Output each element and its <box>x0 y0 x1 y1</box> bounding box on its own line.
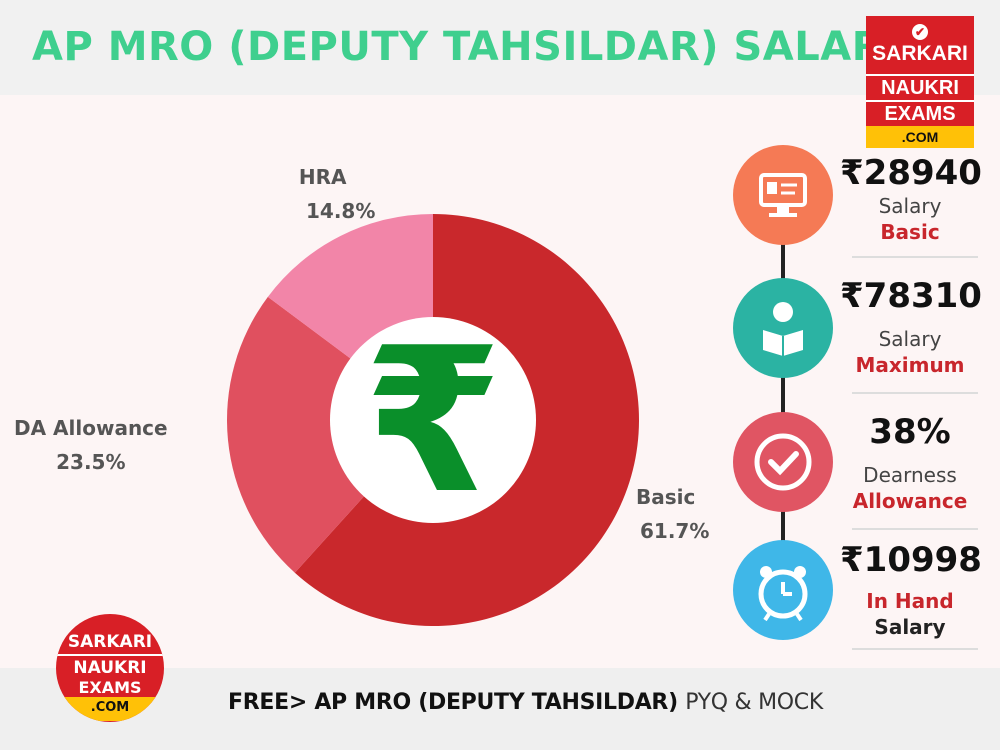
divider <box>852 648 978 650</box>
info-basic-line2: Basic <box>880 220 940 244</box>
logo-line3: EXAMS <box>866 100 974 126</box>
info-max-value: ₹78310 <box>840 276 982 316</box>
footer-bar[interactable]: FREE> AP MRO (DEPUTY TAHSILDAR) PYQ & MO… <box>0 668 1000 750</box>
slice-label-hra: HRA 14.8% <box>270 160 376 228</box>
info-da: 38% Dearness Allowance <box>840 412 980 514</box>
logo-bottom-line4: .COM <box>56 697 164 721</box>
info-basic: ₹28940 Salary Basic <box>840 153 982 245</box>
slice-value-hra: 14.8% <box>306 199 376 223</box>
info-da-line1: Dearness <box>863 463 957 487</box>
rupee-symbol: ₹ <box>363 305 502 538</box>
slice-name-hra: HRA <box>298 165 347 189</box>
slice-value-da: 23.5% <box>56 450 126 474</box>
info-da-value: 38% <box>869 412 951 452</box>
logo-top-upper: ✔ SARKARI <box>866 16 974 74</box>
footer-tail-text: PYQ & MOCK <box>685 690 823 715</box>
logo-line1: SARKARI <box>872 42 968 65</box>
salary-donut-chart: ₹ <box>226 214 639 626</box>
footer-main-text: FREE> AP MRO (DEPUTY TAHSILDAR) <box>228 690 678 715</box>
slice-label-da: DA Allowance 23.5% <box>14 411 168 479</box>
slice-name-basic: Basic <box>636 485 696 509</box>
info-inhand-value: ₹10998 <box>840 540 982 580</box>
logo-line2: NAUKRI <box>866 74 974 100</box>
timeline-connector <box>781 240 785 560</box>
divider <box>852 528 978 530</box>
slice-name-da: DA Allowance <box>14 416 168 440</box>
slice-value-basic: 61.7% <box>640 519 710 543</box>
info-max-line1: Salary <box>878 327 942 351</box>
donut-center <box>330 317 536 523</box>
info-inhand-line2: Salary <box>874 615 946 639</box>
logo-line4: .COM <box>866 126 974 148</box>
site-logo-top[interactable]: ✔ SARKARI NAUKRI EXAMS .COM <box>866 16 974 148</box>
info-basic-value: ₹28940 <box>840 153 982 193</box>
reading-person-icon <box>733 278 833 378</box>
header-bar: AP MRO (DEPUTY TAHSILDAR) SALARY <box>0 0 1000 95</box>
info-inhand: ₹10998 In Hand Salary <box>840 540 982 640</box>
divider <box>852 392 978 394</box>
logo-bottom-line2: NAUKRI <box>56 654 164 678</box>
info-max-line2: Maximum <box>855 353 965 377</box>
logo-bottom-line3: EXAMS <box>78 678 142 697</box>
logo-bottom-line1: SARKARI <box>67 632 153 652</box>
info-max: ₹78310 Salary Maximum <box>840 276 982 378</box>
page-title: AP MRO (DEPUTY TAHSILDAR) SALARY <box>32 24 911 70</box>
slice-label-basic: Basic 61.7% <box>636 480 709 548</box>
site-logo-bottom[interactable]: SARKARI NAUKRI EXAMS .COM <box>56 614 164 722</box>
footer-link[interactable]: FREE> AP MRO (DEPUTY TAHSILDAR) PYQ & MO… <box>228 690 823 715</box>
check-icon: ✔ <box>912 24 928 40</box>
monitor-id-icon <box>733 145 833 245</box>
info-inhand-line1: In Hand <box>866 589 954 613</box>
checkmark-icon <box>733 412 833 512</box>
slice-da-allowance <box>226 296 433 573</box>
info-basic-line1: Salary <box>878 194 942 218</box>
alarm-clock-icon <box>733 540 833 640</box>
info-da-line2: Allowance <box>852 489 968 513</box>
divider <box>852 256 978 258</box>
